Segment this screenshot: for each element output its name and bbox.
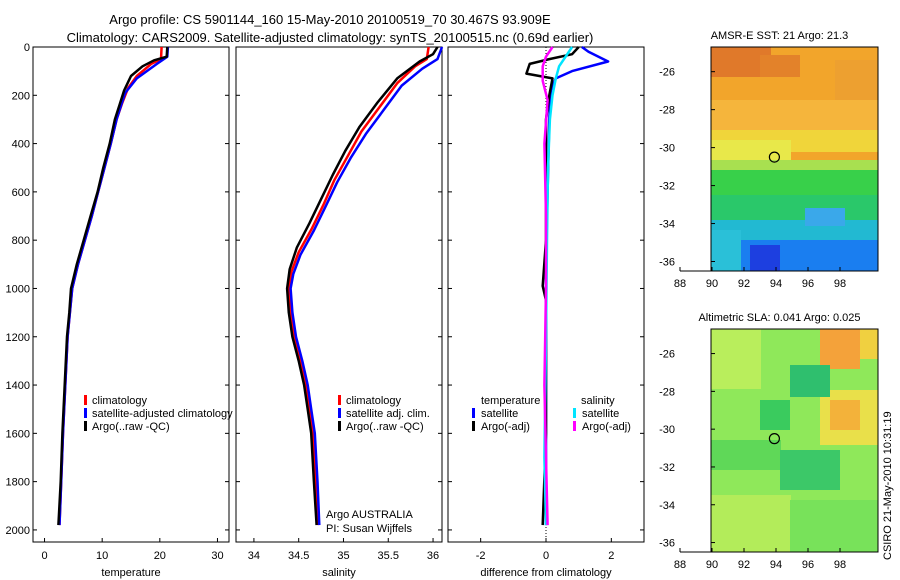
difference-series-temperature-satellite bbox=[544, 45, 610, 526]
difference-legend-swatch bbox=[573, 421, 576, 431]
sla-map-ytick-label: -32 bbox=[659, 462, 675, 474]
salinity-legend-label: Argo(..raw -QC) bbox=[346, 421, 424, 433]
difference-legend-swatch bbox=[573, 408, 576, 418]
sla-map-xtick-label: 90 bbox=[706, 559, 718, 571]
sst-map-ytick-label: -32 bbox=[659, 181, 675, 193]
sst-map-ytick-label: -34 bbox=[659, 219, 675, 231]
difference-legend-label: Argo(-adj) bbox=[582, 421, 631, 433]
salinity-xtick-label: 36 bbox=[427, 550, 439, 562]
sla-map-ytick-label: -28 bbox=[659, 386, 675, 398]
salinity-legend-swatch bbox=[338, 408, 341, 418]
difference-legend-heading: salinity bbox=[581, 395, 615, 407]
temperature-xlabel: temperature bbox=[101, 567, 160, 579]
difference-legend-label: satellite bbox=[582, 408, 619, 420]
depth-ytick-label: 2000 bbox=[6, 525, 30, 537]
salinity-legend-label: climatology bbox=[346, 395, 402, 407]
difference-xtick-label: 0 bbox=[543, 550, 549, 562]
sla-map-xtick-label: 98 bbox=[834, 559, 846, 571]
temperature-xtick-label: 20 bbox=[154, 550, 166, 562]
salinity-xtick-label: 34.5 bbox=[288, 550, 309, 562]
sla-map-ytick-label: -34 bbox=[659, 500, 675, 512]
sla-map-xtick-label: 92 bbox=[738, 559, 750, 571]
sla-map-ytick-label: -36 bbox=[659, 538, 675, 550]
sst-map-ytick-label: -36 bbox=[659, 257, 675, 269]
argo-pi-annotation: PI: Susan Wijffels bbox=[326, 523, 412, 535]
temperature-xtick-label: 30 bbox=[211, 550, 223, 562]
sst-map-ytick-label: -30 bbox=[659, 143, 675, 155]
difference-legend-swatch bbox=[472, 408, 475, 418]
temperature-legend-label: climatology bbox=[92, 395, 148, 407]
sst-map-argo-location-marker bbox=[768, 151, 781, 163]
depth-ytick-label: 1000 bbox=[6, 283, 30, 295]
temperature-xtick-label: 0 bbox=[41, 550, 47, 562]
depth-ytick-label: 1800 bbox=[6, 477, 30, 489]
depth-ytick-label: 1400 bbox=[6, 380, 30, 392]
salinity-xlabel: salinity bbox=[322, 567, 356, 579]
salinity-legend-label: satellite adj. clim. bbox=[346, 408, 430, 420]
sst-map-xtick-label: 98 bbox=[834, 278, 846, 290]
temperature-legend-swatch bbox=[84, 421, 87, 431]
temperature-series-argo-raw-qc- bbox=[57, 46, 169, 526]
salinity-xtick-label: 35.5 bbox=[378, 550, 399, 562]
figure-title-line2: Climatology: CARS2009. Satellite-adjuste… bbox=[66, 30, 594, 45]
sla-map-title: Altimetric SLA: 0.041 Argo: 0.025 bbox=[698, 312, 860, 324]
salinity-legend-swatch bbox=[338, 421, 341, 431]
difference-xtick-label: -2 bbox=[476, 550, 486, 562]
sst-map-xtick-label: 90 bbox=[706, 278, 718, 290]
temperature-xtick-label: 10 bbox=[96, 550, 108, 562]
depth-ytick-label: 200 bbox=[12, 90, 30, 102]
sla-map-argo-location-marker bbox=[768, 433, 781, 445]
credit-timestamp: CSIRO 21-May-2010 10:31:19 bbox=[882, 411, 894, 560]
depth-ytick-label: 800 bbox=[12, 235, 30, 247]
temperature-series-climatology bbox=[58, 46, 163, 526]
temperature-legend-swatch bbox=[84, 408, 87, 418]
difference-xlabel: difference from climatology bbox=[480, 567, 612, 579]
sst-map-xtick-label: 92 bbox=[738, 278, 750, 290]
sst-map-xtick-label: 88 bbox=[674, 278, 686, 290]
temperature-legend-label: satellite-adjusted climatology bbox=[92, 408, 233, 420]
sla-map-xtick-label: 96 bbox=[802, 559, 814, 571]
temperature-panel-frame bbox=[32, 46, 230, 543]
depth-ytick-label: 1200 bbox=[6, 332, 30, 344]
difference-series-salinity-argo-adj- bbox=[541, 46, 554, 526]
temperature-legend-swatch bbox=[84, 395, 87, 405]
temperature-legend-label: Argo(..raw -QC) bbox=[92, 421, 170, 433]
sla-map-ytick-label: -30 bbox=[659, 424, 675, 436]
depth-ytick-label: 600 bbox=[12, 187, 30, 199]
depth-ytick-label: 400 bbox=[12, 139, 30, 151]
salinity-series-climatology bbox=[287, 46, 430, 526]
sst-map-xtick-label: 94 bbox=[770, 278, 782, 290]
sla-map-xtick-label: 88 bbox=[674, 559, 686, 571]
sst-map-ytick-label: -28 bbox=[659, 105, 675, 117]
depth-ytick-label: 0 bbox=[24, 42, 30, 54]
difference-legend-label: satellite bbox=[481, 408, 518, 420]
difference-legend-heading: temperature bbox=[481, 395, 540, 407]
salinity-panel-frame bbox=[235, 46, 443, 543]
sst-map-field bbox=[711, 47, 878, 271]
salinity-series-satellite-adj-clim- bbox=[289, 46, 444, 526]
temperature-series-satellite-adjusted-climatology bbox=[58, 46, 170, 526]
salinity-legend-swatch bbox=[338, 395, 341, 405]
argo-country-annotation: Argo AUSTRALIA bbox=[326, 509, 413, 521]
difference-legend-swatch bbox=[472, 421, 475, 431]
difference-series-temperature-argo-adj- bbox=[525, 46, 580, 526]
difference-xtick-label: 2 bbox=[608, 550, 614, 562]
difference-legend-label: Argo(-adj) bbox=[481, 421, 530, 433]
sla-map-xtick-label: 94 bbox=[770, 559, 782, 571]
salinity-xtick-label: 35 bbox=[337, 550, 349, 562]
sst-map-title: AMSR-E SST: 21 Argo: 21.3 bbox=[711, 30, 849, 42]
salinity-series-argo-raw-qc- bbox=[285, 46, 439, 526]
salinity-xtick-label: 34 bbox=[248, 550, 260, 562]
sst-map-xtick-label: 96 bbox=[802, 278, 814, 290]
sla-map-ytick-label: -26 bbox=[659, 349, 675, 361]
depth-ytick-label: 1600 bbox=[6, 428, 30, 440]
sst-map-ytick-label: -26 bbox=[659, 67, 675, 79]
figure-title-line1: Argo profile: CS 5901144_160 15-May-2010… bbox=[109, 12, 551, 27]
sla-map-field bbox=[711, 329, 878, 552]
